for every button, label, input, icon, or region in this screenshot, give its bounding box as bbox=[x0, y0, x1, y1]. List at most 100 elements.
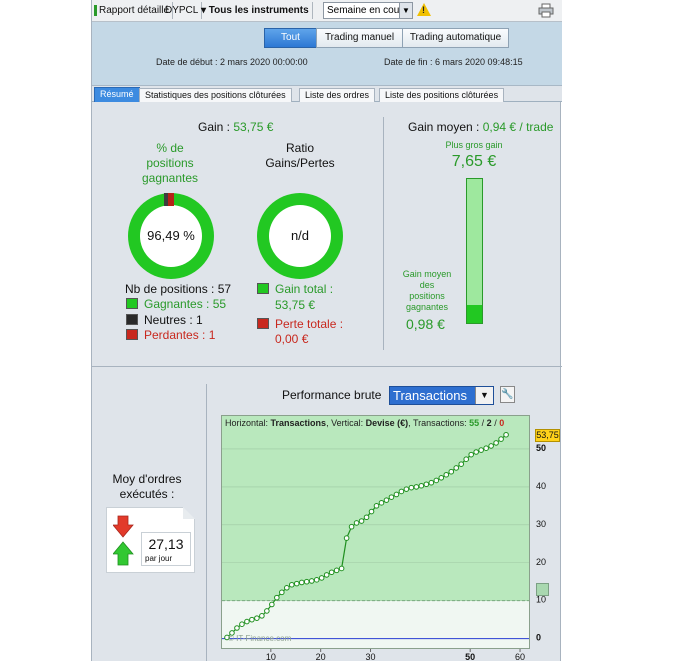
moy-value-box: 27,13 par jour bbox=[141, 532, 191, 566]
pct-title: % de positions gagnantes bbox=[132, 141, 208, 186]
scroll-handle[interactable] bbox=[536, 583, 549, 596]
y-tick-label: 20 bbox=[536, 557, 546, 567]
warning-icon[interactable]: ! bbox=[417, 3, 431, 16]
moy-ordres-title: Moy d'ordres exécutés : bbox=[102, 472, 192, 502]
x-tick-label: 30 bbox=[366, 652, 376, 661]
report-window: Rapport détaillé DYPCL ▾ Tous les instru… bbox=[91, 0, 562, 661]
moy-title-line: exécutés : bbox=[119, 487, 175, 501]
symbol-button[interactable]: DYPCL bbox=[162, 2, 203, 19]
chart-data-point bbox=[343, 535, 350, 541]
chart-data-point bbox=[448, 468, 455, 475]
plus-gros-gain-label: Plus gros gain bbox=[445, 140, 503, 150]
chart-data-point bbox=[373, 503, 380, 509]
pct-value: 96,49 % bbox=[147, 228, 195, 243]
chart-header: Horizontal: Transactions, Vertical: Devi… bbox=[222, 416, 529, 430]
chart-data-point bbox=[488, 443, 494, 449]
perte-totale-value: 0,00 € bbox=[275, 332, 309, 346]
chart-data-point bbox=[483, 445, 489, 452]
chart-v-label: , Vertical: bbox=[326, 418, 366, 428]
chart-data-point bbox=[458, 461, 465, 467]
filter-band: Tout Trading manuel Trading automatique … bbox=[92, 22, 562, 86]
rapport-label: Rapport détaillé bbox=[99, 5, 170, 16]
chart-data-point bbox=[498, 436, 504, 442]
chart-loss-count: 0 bbox=[499, 418, 505, 428]
chart-data-point bbox=[493, 440, 499, 446]
tab-liste-positions[interactable]: Liste des positions clôturées bbox=[379, 88, 505, 102]
gain-label: Gain : bbox=[198, 120, 234, 134]
up-down-arrows-icon bbox=[113, 515, 134, 566]
ratio-donut: n/d bbox=[257, 193, 343, 279]
chart-data-point bbox=[473, 449, 479, 455]
last-value-badge: 53,75 bbox=[535, 429, 560, 442]
gain-moyen-summary: Gain moyen : 0,94 € / trade bbox=[408, 120, 553, 134]
tab-resume[interactable]: Résumé bbox=[94, 87, 140, 102]
chart-data-point bbox=[418, 482, 425, 489]
gain-total-value: 53,75 € bbox=[275, 298, 316, 312]
chart-data-point bbox=[503, 431, 509, 438]
neutres-count: Neutres : 1 bbox=[144, 313, 203, 327]
chart-data-point bbox=[298, 579, 305, 586]
chart-data-point bbox=[283, 584, 290, 591]
chart-data-point bbox=[443, 471, 450, 478]
chart-data-point bbox=[363, 514, 370, 521]
gagnantes-swatch bbox=[126, 298, 138, 309]
chart-data-point bbox=[388, 494, 395, 500]
chart-data-point bbox=[249, 616, 255, 623]
chart-neutral-count: 2 bbox=[486, 418, 492, 428]
instruments-dropdown[interactable]: ▾ Tous les instruments bbox=[198, 2, 313, 19]
section-divider bbox=[92, 366, 562, 367]
segment-trading-automatique[interactable]: Trading automatique bbox=[402, 28, 509, 48]
ratio-title-line: Ratio bbox=[285, 141, 314, 155]
x-tick-label: 10 bbox=[266, 652, 276, 661]
gain-moyen-side-label: Gain moyen des positions gagnantes bbox=[394, 269, 460, 313]
chart-data-point bbox=[308, 578, 315, 584]
ratio-title-line: Gains/Pertes bbox=[265, 156, 335, 170]
chart-data-point bbox=[403, 486, 410, 492]
moy-ordres-card: 27,13 par jour bbox=[106, 507, 195, 573]
chart-data-point bbox=[279, 589, 285, 596]
chart-data-point bbox=[413, 484, 420, 490]
rapport-detaille-button[interactable]: Rapport détaillé bbox=[92, 2, 174, 19]
segment-trading-manuel[interactable]: Trading manuel bbox=[316, 28, 403, 48]
y-tick-label: 50 bbox=[536, 443, 546, 453]
nb-positions: Nb de positions : 57 bbox=[125, 282, 232, 296]
chart-data-point bbox=[383, 497, 390, 503]
segment-tout[interactable]: Tout bbox=[264, 28, 317, 48]
green-marker-icon bbox=[94, 4, 97, 16]
gain-total-label: Gain total : bbox=[275, 282, 334, 296]
ratio-value: n/d bbox=[290, 228, 310, 243]
wrench-icon[interactable]: 🔧 bbox=[500, 386, 515, 403]
chart-data-point bbox=[433, 477, 440, 484]
neutral-slice bbox=[164, 193, 168, 206]
end-date: Date de fin : 6 mars 2020 09:48:15 bbox=[384, 57, 523, 67]
perf-select[interactable]: Transactions ▼ bbox=[389, 386, 494, 405]
chart-v-value: Devise (€) bbox=[365, 418, 409, 428]
perf-select-value: Transactions bbox=[393, 388, 467, 403]
chart-data-point bbox=[453, 465, 460, 471]
printer-icon[interactable] bbox=[538, 3, 554, 18]
chart-data-point bbox=[244, 618, 250, 625]
chart-win-count: 55 bbox=[469, 418, 480, 428]
perte-totale-swatch bbox=[257, 318, 269, 329]
perf-label: Performance brute bbox=[282, 388, 382, 402]
side-label-line: des bbox=[419, 280, 435, 290]
chart-data-point bbox=[313, 577, 320, 583]
chart-sep: / bbox=[491, 418, 500, 428]
chart-data-point bbox=[353, 520, 360, 526]
tab-statistiques[interactable]: Statistiques des positions clôturées bbox=[139, 88, 292, 102]
losing-slice bbox=[168, 193, 174, 206]
chart-data-point bbox=[393, 491, 400, 498]
warning-mark: ! bbox=[422, 5, 425, 15]
performance-chart: Horizontal: Transactions, Vertical: Devi… bbox=[221, 415, 530, 649]
gain-moyen-side-value: 0,98 € bbox=[406, 316, 445, 332]
chart-data-point bbox=[323, 572, 330, 578]
pct-title-line: % de bbox=[156, 141, 184, 155]
winning-positions-donut: 96,49 % bbox=[128, 193, 214, 279]
chart-data-point bbox=[303, 578, 310, 585]
tab-liste-ordres[interactable]: Liste des ordres bbox=[299, 88, 376, 102]
gain-moyen-label: Gain moyen : bbox=[408, 120, 483, 134]
x-tick-label: 50 bbox=[465, 652, 475, 661]
y-tick-label: 30 bbox=[536, 519, 546, 529]
chart-data-point bbox=[293, 580, 300, 587]
period-select[interactable]: Semaine en cours ▼ bbox=[323, 2, 413, 19]
